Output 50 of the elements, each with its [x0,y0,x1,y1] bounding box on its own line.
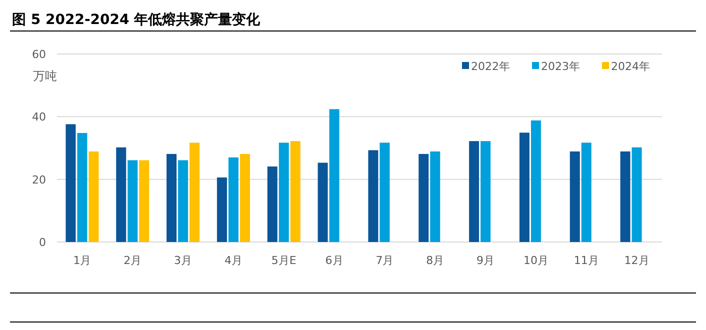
x-tick-label: 10月 [523,254,548,267]
bar [290,141,300,242]
bar [620,151,630,242]
chart-title: 图 5 2022-2024 年低熔共聚产量变化 [12,11,262,28]
y-axis-title: 万吨 [33,69,57,83]
y-tick-label: 20 [32,173,46,186]
y-tick-label: 40 [32,110,46,124]
x-tick-label: 6月 [325,254,344,267]
bar [581,142,592,242]
bar [116,147,126,242]
x-tick-label: 9月 [476,254,495,267]
bar [216,177,227,242]
bar [318,162,328,242]
x-tick-label: 7月 [376,254,394,267]
bar [228,157,238,242]
bar [380,142,390,242]
bar [329,109,340,242]
x-tick-label: 1月 [73,254,92,267]
bar [88,151,99,242]
legend-label: 2023年 [541,60,580,73]
legend-label: 2022年 [471,60,510,73]
bar [240,154,250,242]
bar [166,154,177,242]
bar [570,151,580,242]
bar [430,151,440,242]
y-tick-label: 60 [32,48,46,61]
x-tick-label: 8月 [426,254,444,267]
bar [519,132,530,242]
bar [128,160,138,242]
x-tick-label: 2月 [124,254,142,267]
y-tick-label: 0 [39,236,46,249]
x-tick-label: 11月 [574,254,599,267]
x-tick-label: 3月 [174,254,192,267]
bar [530,120,541,242]
bar [190,142,200,242]
bar [178,160,188,242]
bar [632,147,642,242]
x-tick-label: 12月 [624,254,650,267]
bar [480,141,491,242]
bar [469,141,480,242]
bar [368,150,378,242]
bar [418,154,429,242]
x-tick-label: 5月E [271,254,296,267]
bar [66,124,76,242]
bar [267,166,278,242]
x-tick-label: 4月 [224,254,242,267]
bar [77,132,88,242]
legend-label: 2024年 [611,60,650,73]
bar [278,142,289,242]
bar [139,160,150,242]
